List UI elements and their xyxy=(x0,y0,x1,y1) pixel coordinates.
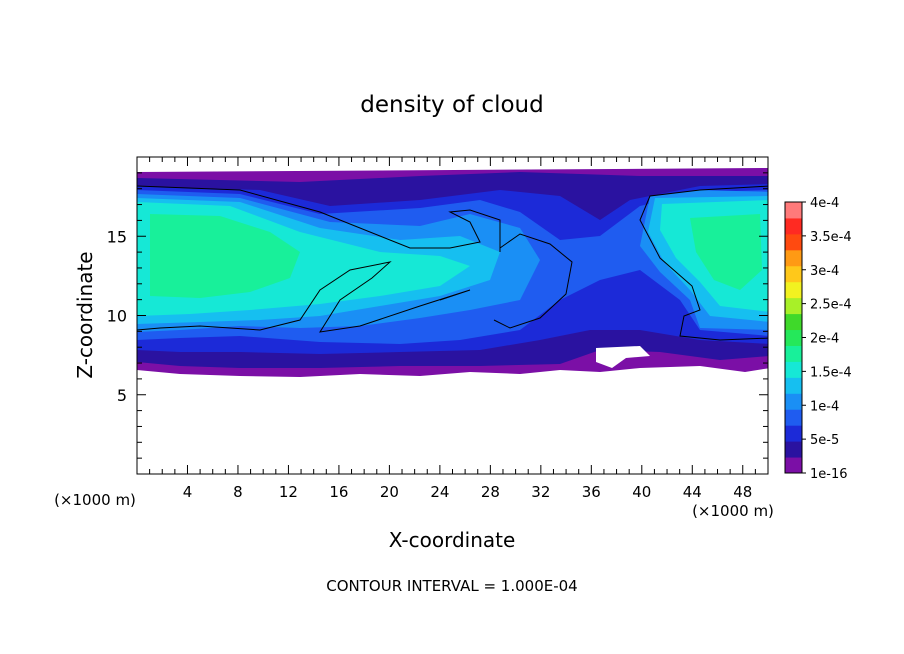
colorbar-swatch xyxy=(785,233,802,251)
x-tick-label: 24 xyxy=(430,483,449,501)
x-tick-label: 28 xyxy=(481,483,500,501)
x-tick-label: 20 xyxy=(380,483,399,501)
colorbar-swatch xyxy=(785,457,802,474)
colorbar-swatch xyxy=(785,265,802,283)
colorbar-swatch xyxy=(785,441,802,458)
density-region-green-left xyxy=(150,214,300,298)
colorbar-swatch xyxy=(785,425,802,442)
colorbar xyxy=(784,201,803,474)
colorbar-tick-label: 3.5e-4 xyxy=(810,230,852,245)
density-region-green-right xyxy=(690,214,762,290)
colorbar-swatch xyxy=(785,249,802,267)
x-axis-ticks: 4 8 12 16 20 24 28 32 36 40 44 48 xyxy=(149,157,756,501)
x-tick-label: 32 xyxy=(531,483,550,501)
colorbar-swatch xyxy=(785,313,802,331)
chart-title: density of cloud xyxy=(360,92,543,118)
x-tick-label: 8 xyxy=(233,483,243,501)
y-axis-label: Z-coordinate xyxy=(73,251,97,378)
colorbar-swatch xyxy=(785,345,802,362)
x-unit-right: (×1000 m) xyxy=(692,502,774,520)
colorbar-swatch xyxy=(785,377,802,394)
x-tick-label: 4 xyxy=(183,483,193,501)
colorbar-tick-label: 5e-5 xyxy=(810,433,839,448)
colorbar-tick-labels: 4e-4 3.5e-4 3e-4 2.5e-4 2e-4 1.5e-4 1e-4 5e-5 1e… xyxy=(802,196,852,482)
y-tick-label: 15 xyxy=(107,227,127,246)
colorbar-tick-label: 4e-4 xyxy=(810,196,839,211)
contour-line-top xyxy=(137,185,501,252)
colorbar-tick-label: 1e-4 xyxy=(810,399,839,414)
clear-gap xyxy=(596,346,650,368)
colorbar-swatch xyxy=(785,281,802,299)
x-tick-label: 16 xyxy=(329,483,348,501)
colorbar-tick-label: 2e-4 xyxy=(810,332,839,347)
contour-line-left xyxy=(137,261,471,333)
colorbar-tick-label: 2.5e-4 xyxy=(810,298,852,313)
y-tick-label: 5 xyxy=(117,386,127,405)
contour-line-middle xyxy=(493,233,573,329)
colorbar-swatch xyxy=(785,329,802,346)
colorbar-swatch xyxy=(785,393,802,410)
x-axis-label: X-coordinate xyxy=(389,528,516,552)
cloud-density-field xyxy=(137,168,768,377)
colorbar-swatch xyxy=(785,202,802,219)
x-tick-label: 48 xyxy=(733,483,752,501)
x-tick-label: 36 xyxy=(582,483,601,501)
y-tick-label: 10 xyxy=(107,307,127,326)
y-axis-ticks: 5 10 15 xyxy=(107,172,768,459)
colorbar-swatch xyxy=(785,217,802,235)
colorbar-tick-label: 3e-4 xyxy=(810,264,839,279)
contour-line-right xyxy=(639,185,768,341)
x-tick-label: 12 xyxy=(279,483,298,501)
colorbar-swatch xyxy=(785,409,802,426)
colorbar-swatch xyxy=(785,297,802,315)
contour-interval-footer: CONTOUR INTERVAL = 1.000E-04 xyxy=(326,577,577,595)
colorbar-tick-label: 1.5e-4 xyxy=(810,365,852,380)
x-tick-label: 40 xyxy=(632,483,651,501)
x-unit-left: (×1000 m) xyxy=(54,491,136,509)
colorbar-tick-label: 1e-16 xyxy=(810,467,848,482)
x-tick-label: 44 xyxy=(683,483,702,501)
colorbar-swatch xyxy=(785,361,802,378)
